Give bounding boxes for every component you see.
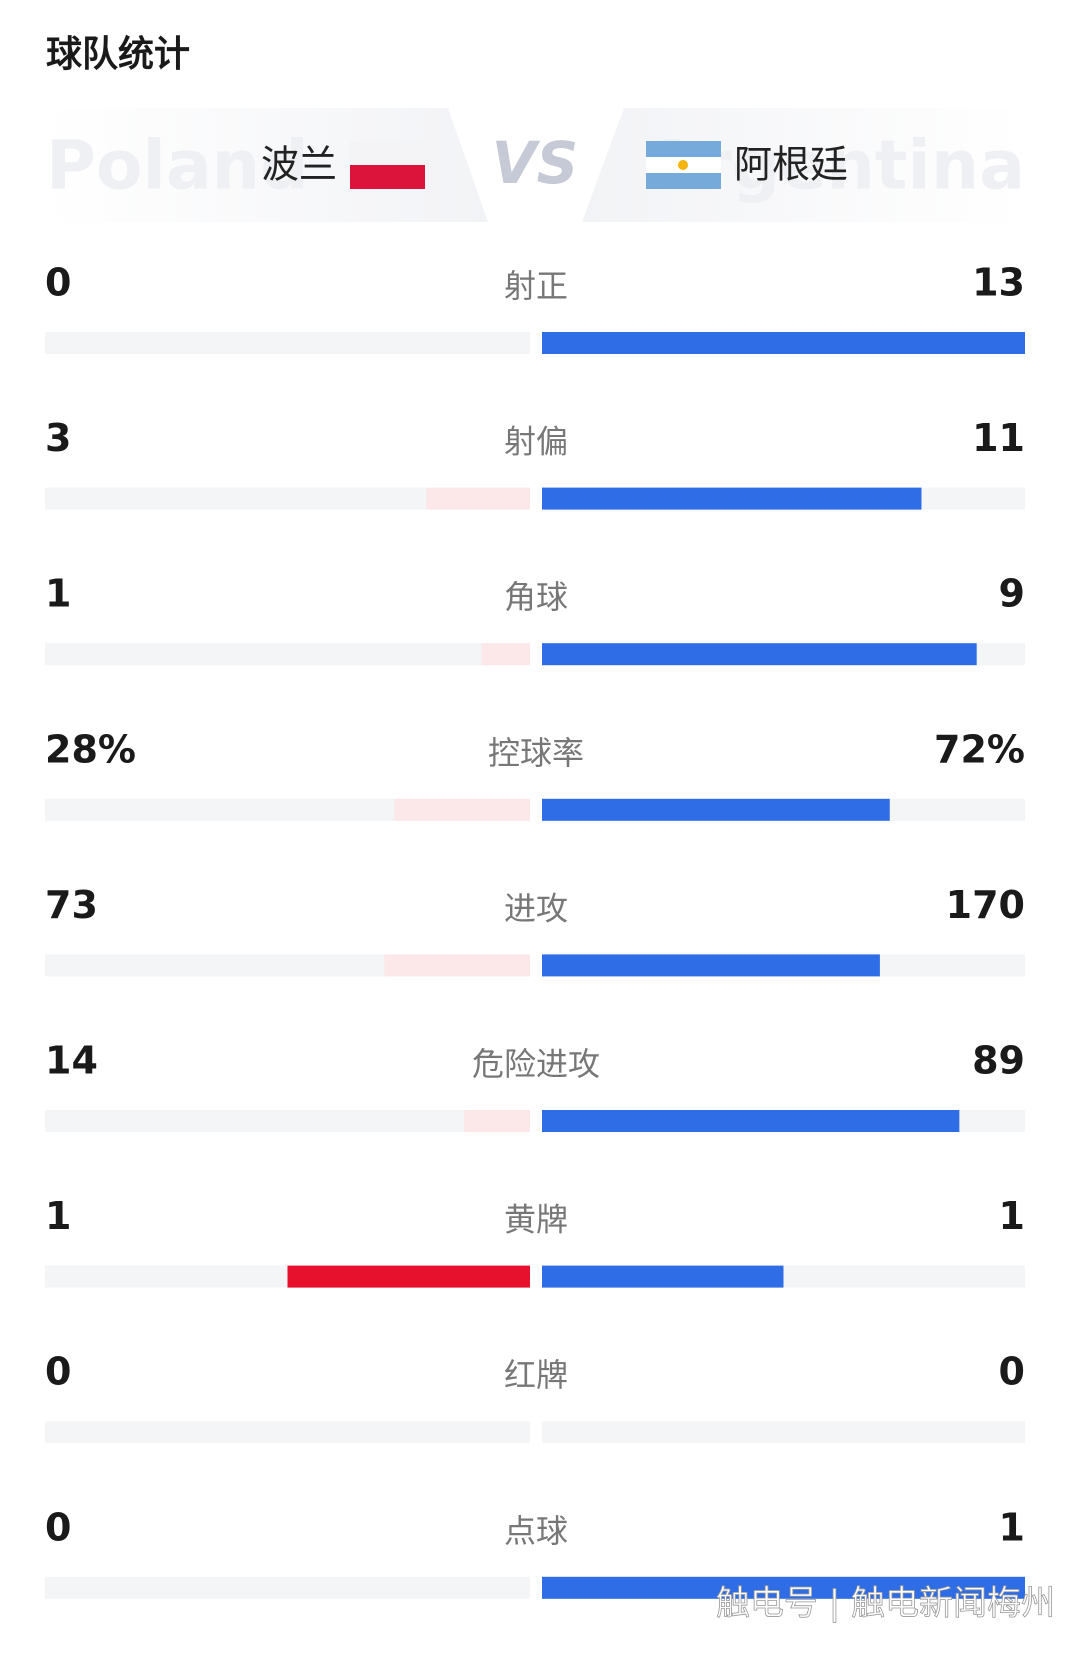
home-bar — [384, 954, 530, 977]
home-value: 1 — [45, 1194, 71, 1238]
away-bar — [542, 332, 1025, 354]
bar-track — [45, 643, 530, 666]
stat-label: 危险进攻 — [472, 1045, 600, 1083]
bar-track — [45, 487, 530, 510]
vs-label: VS — [492, 129, 579, 197]
home-value: 1 — [45, 572, 71, 616]
stat-label: 角球 — [504, 578, 568, 616]
away-bar — [542, 1265, 784, 1288]
bar-track — [542, 1421, 1025, 1444]
home-value: 3 — [45, 416, 71, 460]
stat-label: 控球率 — [488, 734, 584, 772]
away-value: 72% — [934, 727, 1025, 771]
away-value: 1 — [999, 1505, 1025, 1549]
away-banner — [582, 108, 1025, 222]
away-value: 13 — [972, 261, 1025, 305]
bar-track — [45, 1110, 530, 1132]
away-bar — [542, 643, 977, 666]
home-bar — [481, 643, 530, 666]
home-name: 波兰 — [261, 143, 337, 187]
home-watermark: Poland — [46, 127, 309, 206]
away-bar — [542, 798, 890, 821]
stat-label: 进攻 — [504, 889, 568, 927]
home-value: 28% — [45, 727, 136, 771]
away-value: 89 — [972, 1039, 1025, 1083]
home-value: 14 — [45, 1039, 98, 1083]
stat-label: 射正 — [504, 267, 568, 305]
home-value: 0 — [45, 1505, 71, 1549]
footer-watermark: 触电号 | 触电新闻梅州 — [716, 1584, 1055, 1624]
poland-flag — [350, 141, 425, 189]
away-name: 阿根廷 — [734, 143, 848, 187]
stat-label: 点球 — [504, 1512, 568, 1550]
page-title: 球队统计 — [46, 34, 190, 75]
away-value: 170 — [946, 883, 1025, 927]
bar-track — [45, 1421, 530, 1444]
home-value: 0 — [45, 261, 71, 305]
home-bar — [287, 1265, 530, 1288]
away-value: 0 — [999, 1350, 1025, 1394]
bar-track — [45, 332, 530, 354]
home-bar — [464, 1110, 530, 1132]
away-bar — [542, 954, 880, 977]
away-bar — [542, 1576, 1025, 1599]
stat-label: 黄牌 — [504, 1201, 568, 1239]
stat-label: 红牌 — [504, 1356, 568, 1394]
away-value: 11 — [972, 416, 1025, 460]
home-value: 0 — [45, 1350, 71, 1394]
home-banner — [45, 108, 488, 222]
stat-label: 射偏 — [504, 423, 568, 461]
home-value: 73 — [45, 883, 98, 927]
away-bar — [542, 487, 922, 510]
bar-track — [45, 1576, 530, 1599]
away-value: 1 — [999, 1194, 1025, 1238]
away-bar — [542, 1110, 960, 1132]
argentina-flag — [646, 141, 721, 189]
away-value: 9 — [999, 572, 1025, 616]
home-bar — [426, 487, 530, 510]
home-bar — [394, 798, 530, 821]
